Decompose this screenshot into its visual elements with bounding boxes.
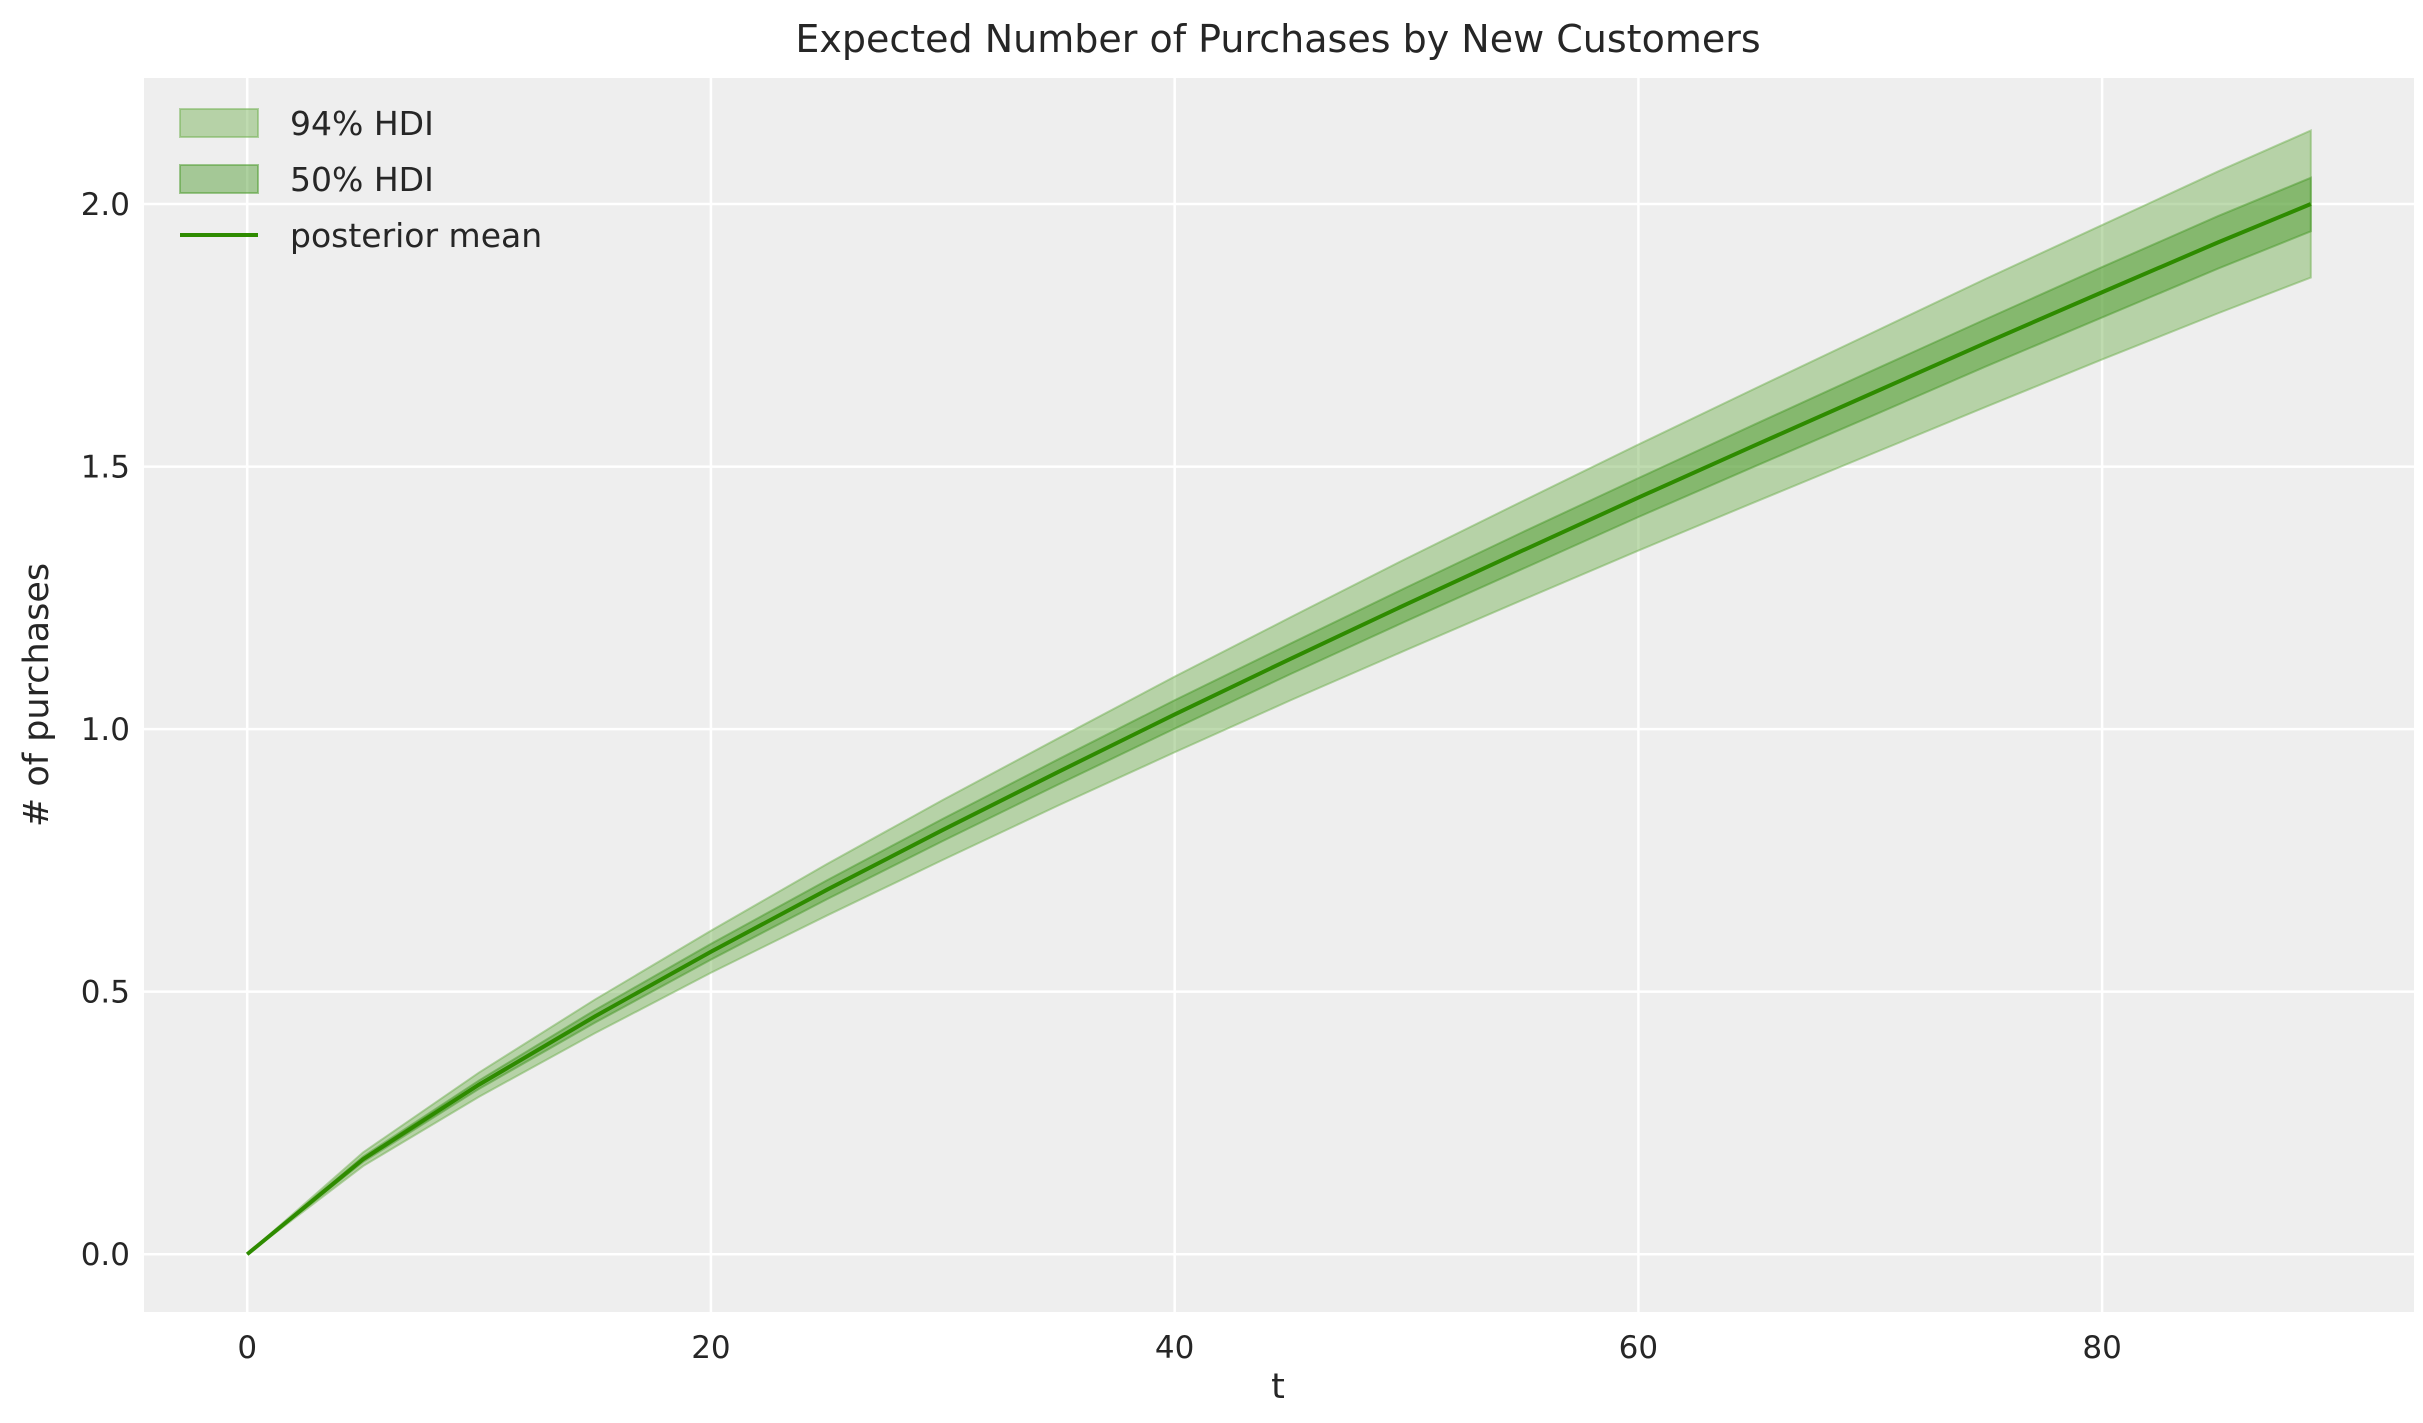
grid — [144, 78, 2414, 1312]
chart-title: Expected Number of Purchases by New Cust… — [795, 17, 1760, 61]
plot-background — [144, 78, 2414, 1312]
y-axis-label: # of purchases — [17, 563, 57, 827]
y-tick-label: 0.5 — [81, 975, 130, 1011]
legend-swatch — [179, 164, 259, 194]
x-tick-label: 40 — [1155, 1330, 1194, 1366]
x-tick-label: 0 — [237, 1330, 257, 1366]
ticks: 0 20 40 60 80 0.0 0.5 1.0 1.5 2.0 — [81, 187, 2122, 1366]
legend-label: posterior mean — [290, 216, 542, 255]
posterior-mean-line — [245, 202, 2312, 1256]
legend: 94% HDI 50% HDI posterior mean — [179, 104, 542, 255]
marks — [245, 128, 2312, 1256]
x-tick-label: 20 — [691, 1330, 730, 1366]
legend-label: 94% HDI — [290, 104, 434, 143]
y-tick-label: 1.5 — [81, 450, 130, 486]
y-tick-label: 2.0 — [81, 187, 130, 223]
y-tick-label: 1.0 — [81, 712, 130, 748]
legend-label: 50% HDI — [290, 160, 434, 199]
x-axis-label: t — [1271, 1367, 1285, 1407]
x-tick-label: 80 — [2082, 1330, 2121, 1366]
y-tick-label: 0.0 — [81, 1237, 130, 1273]
x-tick-label: 60 — [1619, 1330, 1658, 1366]
legend-swatch — [179, 108, 259, 138]
